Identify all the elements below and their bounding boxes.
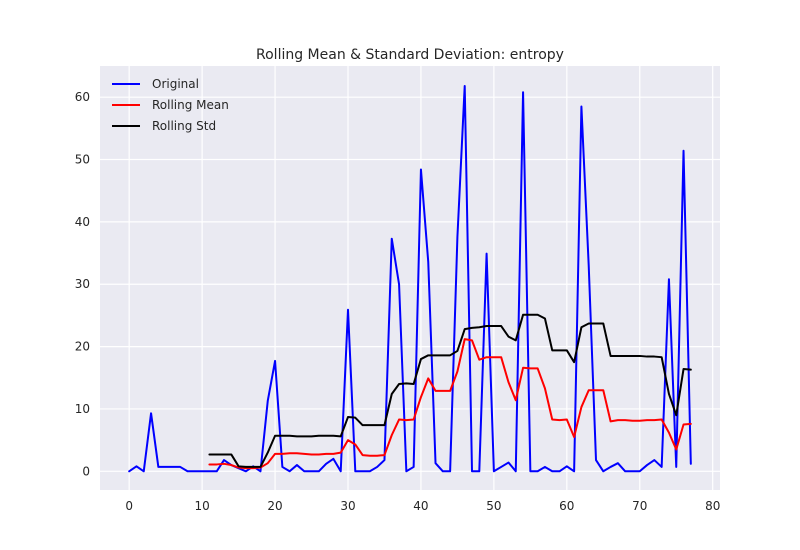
y-tick-label: 10 [75, 402, 90, 416]
y-tick-label: 50 [75, 153, 90, 167]
y-tick-label: 60 [75, 90, 90, 104]
y-tick-label: 40 [75, 215, 90, 229]
legend-label: Original [152, 77, 199, 91]
x-tick-label: 10 [194, 499, 209, 513]
series-layer [128, 84, 692, 473]
x-tick-label: 80 [705, 499, 720, 513]
x-tick-label: 30 [340, 499, 355, 513]
y-tick-label: 30 [75, 277, 90, 291]
y-axis-ticks: 0 10 20 30 40 50 60 [75, 90, 90, 478]
series-line-rolling-mean [208, 338, 692, 470]
x-tick-label: 60 [559, 499, 574, 513]
x-tick-label: 20 [267, 499, 282, 513]
legend: Original Rolling Mean Rolling Std [112, 77, 229, 133]
y-tick-label: 0 [82, 464, 90, 478]
series-line-original [128, 84, 692, 473]
series-line-rolling-std [208, 313, 692, 468]
legend-label: Rolling Mean [152, 98, 229, 112]
x-tick-label: 40 [413, 499, 428, 513]
chart-title: Rolling Mean & Standard Deviation: entro… [256, 47, 564, 63]
x-axis-ticks: 0 10 20 30 40 50 60 70 80 [125, 499, 720, 513]
grid-lines [100, 66, 720, 490]
y-tick-label: 20 [75, 340, 90, 354]
legend-label: Rolling Std [152, 119, 216, 133]
x-tick-label: 50 [486, 499, 501, 513]
x-tick-label: 0 [125, 499, 133, 513]
x-tick-label: 70 [632, 499, 647, 513]
